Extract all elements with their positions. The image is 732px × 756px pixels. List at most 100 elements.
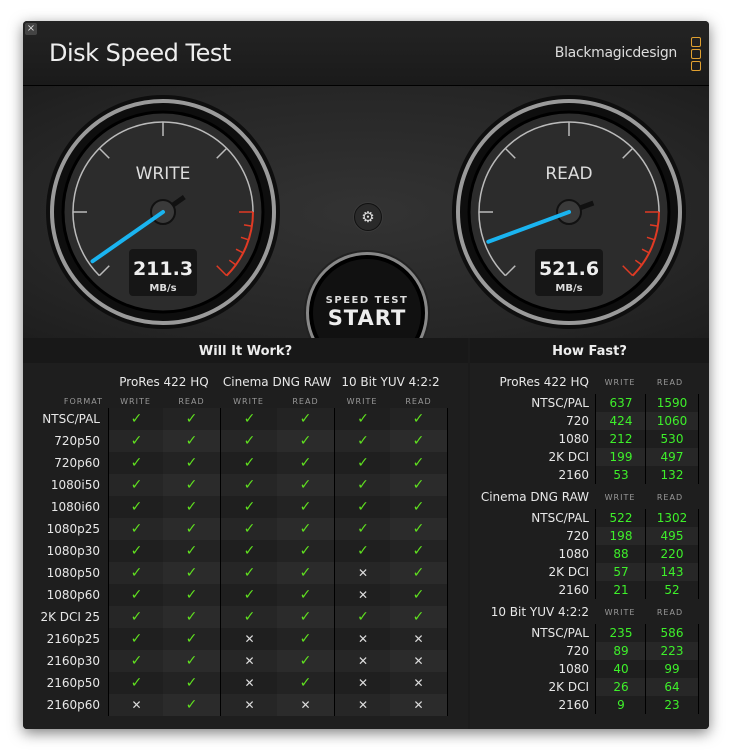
settings-button[interactable]: ⚙ — [354, 203, 382, 231]
format-label: 2160p25 — [46, 632, 100, 646]
app-title: Disk Speed Test — [49, 39, 231, 67]
write-needle — [90, 210, 165, 264]
section-header-2: 10 Bit YUV 4:2:2 — [490, 605, 589, 619]
check-icon: ✓ — [390, 606, 448, 628]
table-row: 2K DCI 199 497 — [470, 448, 709, 466]
read-speed: 223 — [645, 642, 699, 660]
check-icon: ✓ — [334, 452, 391, 474]
brand-logo-text: Blackmagicdesign — [554, 45, 678, 61]
format-label: 2160p30 — [46, 654, 100, 668]
table-row: 1080p60 ✓ ✓ ✓ ✓ ✕ ✓ — [23, 584, 468, 606]
check-icon: ✓ — [334, 408, 391, 430]
write-speed: 199 — [595, 448, 646, 466]
table-row: 720p50 ✓ ✓ ✓ ✓ ✓ ✓ — [23, 430, 468, 452]
table-row: 1080i50 ✓ ✓ ✓ ✓ ✓ ✓ — [23, 474, 468, 496]
check-icon: ✓ — [334, 496, 391, 518]
resolution-label: 1080 — [558, 662, 589, 676]
table-row: 1080 212 530 — [470, 430, 709, 448]
format-label: 720p60 — [54, 456, 100, 470]
cross-icon: ✕ — [390, 628, 448, 650]
resolution-label: 1080 — [558, 547, 589, 561]
check-icon: ✓ — [163, 496, 220, 518]
group-header-1: Cinema DNG RAW — [222, 375, 332, 389]
resolution-label: 1080 — [558, 432, 589, 446]
read-tick — [504, 147, 516, 159]
check-icon: ✓ — [108, 606, 164, 628]
read-red-tick — [646, 236, 655, 241]
table-row: 2160p30 ✓ ✓ ✕ ✓ ✕ ✕ — [23, 650, 468, 672]
format-label: 2160p50 — [46, 676, 100, 690]
table-row: 2K DCI 26 64 — [470, 678, 709, 696]
table-row: NTSC/PAL 235 586 — [470, 624, 709, 642]
write-tick — [216, 147, 228, 159]
cross-icon: ✕ — [220, 672, 278, 694]
check-icon: ✓ — [220, 452, 278, 474]
check-icon: ✓ — [163, 430, 220, 452]
check-icon: ✓ — [277, 430, 334, 452]
app-window: × Disk Speed Test Blackmagicdesign WRITE… — [23, 21, 709, 729]
check-icon: ✓ — [163, 518, 220, 540]
check-icon: ✓ — [108, 628, 164, 650]
format-label: NTSC/PAL — [42, 412, 100, 426]
read-speed: 1590 — [645, 394, 699, 412]
column-header-read: READ — [405, 397, 432, 406]
group-header-2: 10 Bit YUV 4:2:2 — [341, 375, 440, 389]
table-row: 1080 88 220 — [470, 545, 709, 563]
check-icon: ✓ — [163, 474, 220, 496]
write-speed: 522 — [595, 509, 646, 527]
column-header-read: READ — [656, 378, 684, 387]
read-speed: 220 — [645, 545, 699, 563]
brand-logo-icon — [691, 37, 703, 73]
check-icon: ✓ — [220, 474, 278, 496]
table-row: 2160 9 23 — [470, 696, 709, 714]
cross-icon: ✕ — [334, 694, 391, 716]
resolution-label: 2160 — [558, 583, 589, 597]
check-icon: ✓ — [108, 518, 164, 540]
check-icon: ✓ — [108, 584, 164, 606]
write-readout-box — [129, 249, 197, 296]
column-header-write: WRITE — [346, 397, 378, 406]
section-header-1: Cinema DNG RAW — [480, 490, 589, 504]
check-icon: ✓ — [163, 540, 220, 562]
close-button[interactable]: × — [25, 23, 37, 35]
check-icon: ✓ — [390, 408, 448, 430]
read-speed: 1060 — [645, 412, 699, 430]
start-button-label: START — [327, 306, 407, 330]
check-icon: ✓ — [277, 496, 334, 518]
read-red-tick — [634, 259, 643, 266]
cross-icon: ✕ — [220, 628, 278, 650]
cross-icon: ✕ — [220, 694, 278, 716]
check-icon: ✓ — [277, 408, 334, 430]
check-icon: ✓ — [163, 452, 220, 474]
read-speed: 497 — [645, 448, 699, 466]
table-row: 720p60 ✓ ✓ ✓ ✓ ✓ ✓ — [23, 452, 468, 474]
write-red-tick — [240, 236, 249, 241]
resolution-label: 720 — [566, 644, 589, 658]
table-row: NTSC/PAL ✓ ✓ ✓ ✓ ✓ ✓ — [23, 408, 468, 430]
read-speed: 64 — [645, 678, 699, 696]
will-it-work-title: Will It Work? — [23, 338, 468, 363]
write-tick — [98, 265, 110, 277]
read-readout-box — [535, 249, 603, 296]
write-red-tick — [235, 248, 244, 254]
check-icon: ✓ — [108, 540, 164, 562]
format-label: 2160p60 — [46, 698, 100, 712]
check-icon: ✓ — [163, 672, 220, 694]
table-row: 2160p50 ✓ ✓ ✕ ✓ ✕ ✕ — [23, 672, 468, 694]
check-icon: ✓ — [220, 496, 278, 518]
table-row: NTSC/PAL 637 1590 — [470, 394, 709, 412]
read-speed: 586 — [645, 624, 699, 642]
write-speed-value: 211.3 — [133, 258, 193, 280]
table-row: 2160p25 ✓ ✓ ✕ ✓ ✕ ✕ — [23, 628, 468, 650]
format-label: 1080p60 — [46, 588, 100, 602]
write-red-tick — [228, 259, 237, 266]
read-gauge-label: READ — [545, 164, 592, 184]
check-icon: ✓ — [390, 452, 448, 474]
write-red-tick — [243, 224, 253, 227]
table-row: 720 424 1060 — [470, 412, 709, 430]
format-header: FORMAT — [63, 397, 103, 406]
check-icon: ✓ — [163, 650, 220, 672]
read-red-tick — [641, 248, 650, 254]
check-icon: ✓ — [277, 672, 334, 694]
will-it-work-panel: Will It Work? FORMAT ProRes 422 HQ WRITE RE… — [23, 338, 468, 729]
